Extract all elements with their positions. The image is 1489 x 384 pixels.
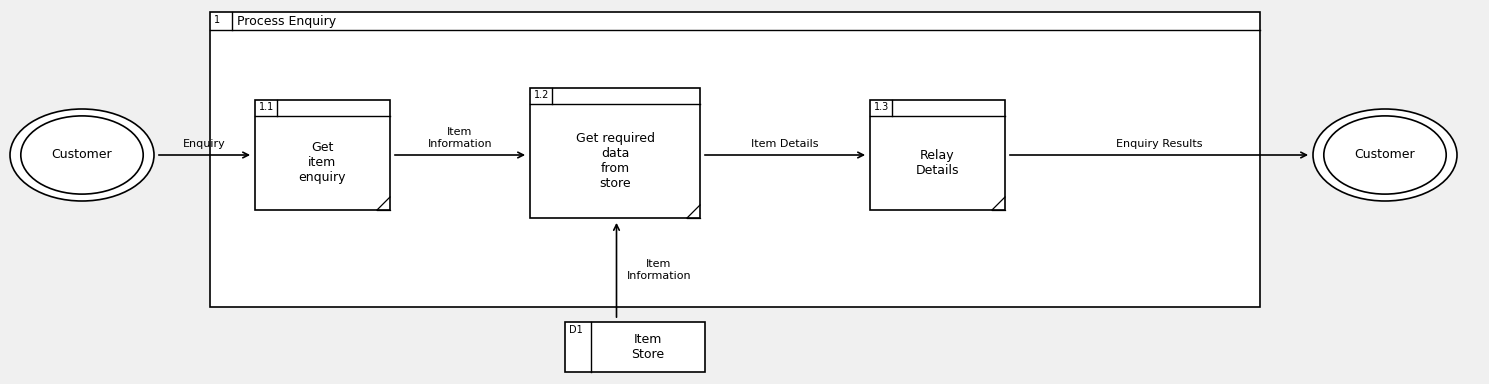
Text: Enquiry Results: Enquiry Results xyxy=(1115,139,1202,149)
Text: 1.1: 1.1 xyxy=(259,102,274,112)
Text: Item
Information: Item Information xyxy=(427,127,493,149)
Text: Enquiry: Enquiry xyxy=(183,139,226,149)
Text: Relay
Details: Relay Details xyxy=(916,149,959,177)
Text: Item
Information: Item Information xyxy=(627,259,691,281)
Text: D1: D1 xyxy=(569,325,582,335)
Text: Get
item
enquiry: Get item enquiry xyxy=(299,141,347,184)
Text: Item Details: Item Details xyxy=(752,139,819,149)
Bar xyxy=(564,322,704,372)
Text: 1.2: 1.2 xyxy=(535,90,549,100)
Text: Get required
data
from
store: Get required data from store xyxy=(576,132,655,190)
Text: Item
Store: Item Store xyxy=(631,333,664,361)
Text: Customer: Customer xyxy=(52,149,112,162)
Ellipse shape xyxy=(1313,109,1458,201)
Text: Customer: Customer xyxy=(1355,149,1416,162)
Text: 1.3: 1.3 xyxy=(874,102,889,112)
Bar xyxy=(255,100,390,210)
Ellipse shape xyxy=(10,109,153,201)
Bar xyxy=(210,12,1260,307)
Text: 1: 1 xyxy=(214,15,220,25)
Ellipse shape xyxy=(1324,116,1446,194)
Bar xyxy=(530,88,700,218)
Text: Process Enquiry: Process Enquiry xyxy=(237,15,337,28)
Ellipse shape xyxy=(21,116,143,194)
Bar xyxy=(870,100,1005,210)
